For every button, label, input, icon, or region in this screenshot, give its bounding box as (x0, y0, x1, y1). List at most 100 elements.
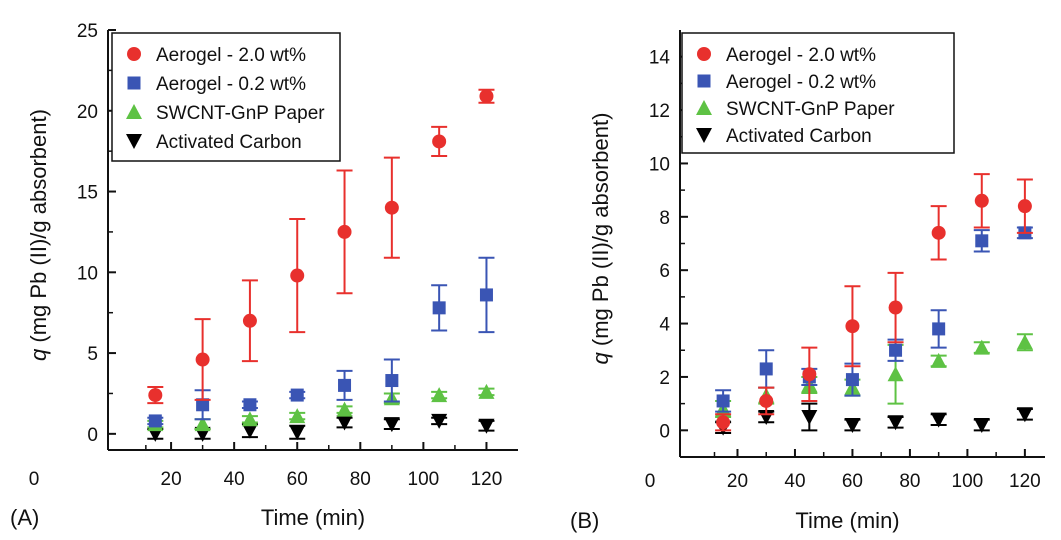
x-tick-label: 20 (727, 471, 748, 492)
data-point (383, 417, 400, 433)
x-tick-label: 120 (1009, 471, 1041, 492)
data-point (478, 383, 495, 399)
data-point (887, 415, 904, 431)
data-point (336, 401, 353, 417)
y-tick-label: 20 (77, 102, 98, 123)
data-point (478, 418, 495, 434)
legend-entry: Activated Carbon (726, 126, 872, 147)
data-point (930, 412, 947, 428)
legend-entry: Aerogel - 0.2 wt% (156, 74, 306, 95)
data-point (431, 413, 448, 429)
y-tick-label: 8 (659, 208, 670, 229)
data-point (384, 200, 399, 215)
data-point (338, 378, 352, 392)
data-point (932, 322, 946, 336)
data-point (195, 352, 210, 367)
data-point (889, 343, 903, 357)
data-point (1016, 334, 1033, 350)
legend-entry: Aerogel - 2.0 wt% (726, 45, 876, 66)
legend-entry: Aerogel - 0.2 wt% (726, 72, 876, 93)
y-tick-label: 4 (659, 315, 670, 336)
y-axis-label-symbol: q (588, 351, 613, 364)
panel-label: (B) (570, 508, 599, 533)
y-axis-label-symbol: q (26, 348, 51, 361)
legend-marker (126, 134, 142, 149)
data-point (845, 373, 859, 387)
data-point (290, 268, 305, 283)
data-point (844, 417, 861, 433)
chart-panel-b: 0 2 4 6 8 10 12 14 0 20 40 60 80 100 120 Time (min) q (m… (570, 30, 1045, 533)
series-triangle-down (715, 402, 1033, 436)
data-point (973, 417, 990, 433)
data-point (888, 300, 903, 315)
data-point (1017, 199, 1032, 214)
data-point (931, 225, 946, 240)
data-point (289, 408, 306, 424)
x-axis-label: Time (min) (261, 505, 365, 530)
data-point (930, 352, 947, 368)
data-point (479, 288, 493, 302)
data-point (148, 414, 162, 428)
data-point (1016, 407, 1033, 423)
data-point (196, 398, 210, 412)
legend-entry: Activated Carbon (156, 132, 302, 153)
y-axis-label-text: (mg Pb (II)/g absorbent) (588, 113, 613, 353)
data-point (479, 89, 494, 104)
data-point (845, 319, 860, 334)
data-point (336, 415, 353, 431)
data-point (290, 388, 304, 402)
data-point (243, 398, 257, 412)
data-point (759, 393, 774, 408)
x-tick-label: 100 (952, 471, 984, 492)
data-point (241, 411, 258, 427)
legend-entry: SWCNT-GnP Paper (726, 99, 895, 120)
chart-panel-a: 0 5 10 15 20 25 0 20 40 60 80 100 120 Time (min) q (mg… (10, 21, 518, 530)
y-tick-label: 12 (649, 101, 670, 122)
legend-marker (696, 128, 712, 143)
y-tick-label: 0 (87, 425, 98, 446)
y-tick-label: 0 (659, 421, 670, 442)
y-axis-label-text: (mg Pb (II)/g absorbent) (26, 109, 51, 349)
data-point (974, 193, 989, 208)
x-tick-label: 120 (471, 469, 503, 490)
series-square (715, 226, 1033, 413)
x-tick-label: 0 (29, 469, 40, 490)
panel-label: (A) (10, 505, 39, 530)
legend-box (111, 32, 341, 162)
data-point (716, 394, 730, 408)
data-point (385, 374, 399, 388)
data-point (887, 366, 904, 382)
legend-marker (127, 76, 141, 90)
y-axis-label: q (mg Pb (II)/g absorbent) (588, 113, 613, 365)
data-point (148, 388, 163, 403)
data-point (759, 362, 773, 376)
x-tick-label: 40 (784, 471, 805, 492)
data-point (432, 134, 447, 149)
legend-marker (126, 104, 142, 119)
x-tick-label: 40 (224, 469, 245, 490)
x-tick-label: 100 (408, 469, 440, 490)
series-square (147, 256, 495, 428)
y-tick-label: 5 (87, 344, 98, 365)
x-tick-label: 80 (350, 469, 371, 490)
legend-marker (127, 47, 141, 61)
legend: Aerogel - 2.0 wt% Aerogel - 0.2 wt% SWCNT-… (681, 32, 955, 154)
data-point (973, 339, 990, 355)
data-point (975, 234, 989, 248)
x-tick-label: 20 (161, 469, 182, 490)
x-tick-label: 80 (899, 471, 920, 492)
y-tick-label: 25 (77, 21, 98, 42)
series-circle (147, 88, 495, 405)
legend-marker (696, 100, 712, 115)
data-point (802, 367, 817, 382)
legend-box (681, 32, 955, 154)
series-circle (715, 173, 1033, 432)
data-point (716, 415, 731, 430)
legend: Aerogel - 2.0 wt% Aerogel - 0.2 wt% SWCNT-… (111, 32, 341, 162)
legend-entry: Aerogel - 2.0 wt% (156, 45, 306, 66)
x-tick-label: 60 (287, 469, 308, 490)
data-point (431, 387, 448, 403)
y-tick-label: 14 (649, 48, 671, 69)
data-point (432, 301, 446, 315)
